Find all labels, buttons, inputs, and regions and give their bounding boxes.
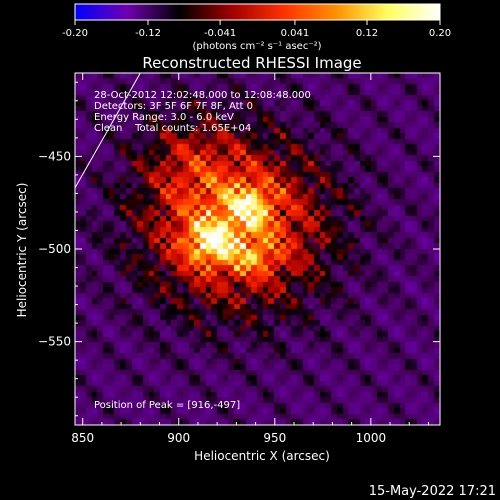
plot-area: 850 900 950 1000 −550 −500 −450 — [38, 72, 441, 445]
colorbar-tick-label: -0.20 — [62, 28, 88, 39]
colorbar-tick-label: -0.041 — [204, 28, 236, 39]
colorbar-tick-label: 0.12 — [356, 28, 378, 39]
colorbar-tick-label: 0.041 — [281, 28, 310, 39]
x-tick-label: 950 — [263, 431, 286, 445]
peak-position-label: Position of Peak = [916,-497] — [94, 400, 240, 411]
y-tick-label: −450 — [38, 149, 71, 163]
y-tick-label: −500 — [38, 242, 71, 256]
info-overlay: 28-Oct-2012 12:02:48.000 to 12:08:48.000… — [94, 90, 311, 411]
colorbar-ticks: -0.20 -0.12 -0.041 0.041 0.12 0.20 — [62, 20, 451, 39]
x-axis-label: Heliocentric X (arcsec) — [194, 449, 330, 463]
chart-title: Reconstructed RHESSI Image — [142, 54, 361, 72]
axis-ticks: 850 900 950 1000 −550 −500 −450 — [38, 73, 440, 445]
colorbar-tick-label: -0.12 — [135, 28, 161, 39]
solar-limb-line — [74, 72, 141, 189]
footer-timestamp: 15-May-2022 17:21 — [369, 484, 496, 499]
heatmap-image — [75, 73, 440, 425]
info-line-detectors: Detectors: 3F 5F 6F 7F 8F, Att 0 — [94, 101, 253, 112]
colorbar-gradient — [75, 4, 440, 20]
info-line-energy-range: Energy Range: 3.0 - 6.0 keV — [94, 112, 234, 123]
y-axis-label: Heliocentric Y (arcsec) — [15, 183, 29, 318]
x-tick-label: 850 — [71, 431, 94, 445]
y-tick-label: −550 — [38, 335, 71, 349]
info-line-counts: Clean Total counts: 1.65E+04 — [94, 123, 251, 134]
colorbar-tick-label: 0.20 — [429, 28, 451, 39]
x-tick-label: 1000 — [356, 431, 387, 445]
info-line-time-range: 28-Oct-2012 12:02:48.000 to 12:08:48.000 — [94, 90, 311, 101]
colorbar-frame — [74, 3, 441, 21]
colorbar: -0.20 -0.12 -0.041 0.041 0.12 0.20 (photons c… — [62, 3, 451, 52]
colorbar-unit-label: (photons cm⁻² s⁻¹ asec⁻²) — [192, 41, 321, 52]
x-tick-label: 900 — [167, 431, 190, 445]
